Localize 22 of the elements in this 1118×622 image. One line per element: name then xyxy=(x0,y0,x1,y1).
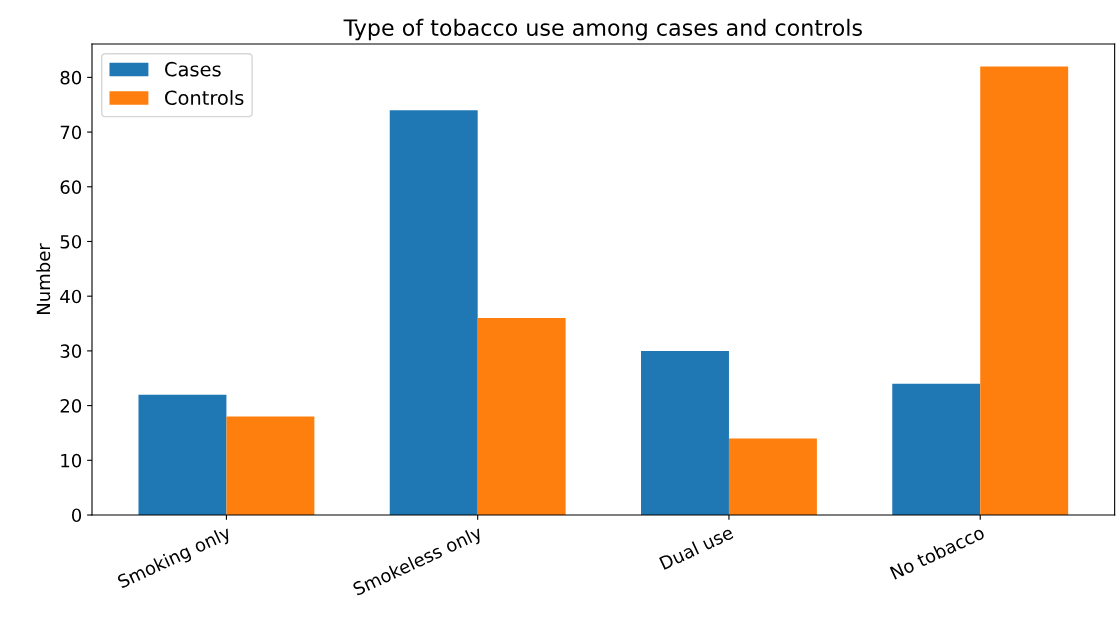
legend-label: Cases xyxy=(165,61,221,77)
bar xyxy=(980,66,1069,515)
y-tick-label: 60 xyxy=(60,180,82,194)
y-axis-title: Number xyxy=(36,243,51,314)
y-tick-label: 70 xyxy=(60,125,82,140)
y-tick-label: 50 xyxy=(60,234,82,249)
chart-title: Type of tobacco use among cases and controls xyxy=(343,18,862,41)
bar xyxy=(226,416,315,515)
y-tick-label: 40 xyxy=(60,289,82,304)
y-tick-label: 20 xyxy=(60,399,82,413)
bar xyxy=(728,438,817,515)
y-tick-label: 80 xyxy=(60,70,82,85)
bar xyxy=(641,350,729,515)
legend-label: Controls xyxy=(165,90,244,106)
y-tick-label: 0 xyxy=(71,508,82,523)
bar xyxy=(138,394,227,515)
y-tick-label: 30 xyxy=(60,344,82,358)
bar xyxy=(892,383,981,515)
x-tick-label: Dual use xyxy=(658,525,734,571)
bar xyxy=(389,110,478,515)
bar xyxy=(477,318,566,515)
y-tick-label: 10 xyxy=(61,453,82,468)
